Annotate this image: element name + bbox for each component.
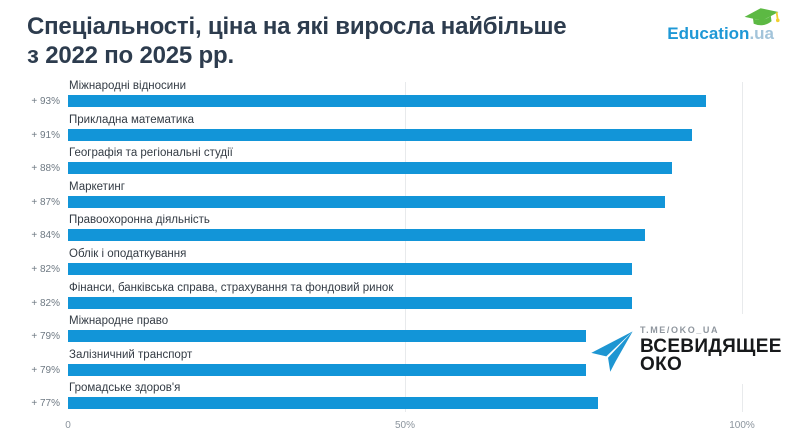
watermark-name-line1: ВСЕВИДЯЩЕЕ [640,335,782,357]
education-ua-logo: Education.ua [667,8,780,44]
bar-value-label: + 93% [31,96,60,107]
bar-row: + 77% Громадське здоров'я [31,382,742,416]
page-title: Спеціальності, ціна на які виросла найбі… [27,12,567,70]
bar-row: + 79% Міжнародне право [31,315,742,349]
bar-row: + 91% Прикладна математика [31,113,742,148]
bar-row: + 93% Міжнародні відносини [31,80,742,114]
page-title-line2: з 2022 по 2025 рр. [27,42,234,69]
bar-value-label: + 82% [31,263,60,275]
bar [68,397,598,410]
bar-value-label: + 82% [31,297,60,309]
bar [68,330,612,343]
watermark-name-line2: ОКО [640,353,683,375]
watermark-oko: T.ME/OKO_UA ВСЕВИДЯЩЕЕ ОКО [586,314,794,384]
bar-category-label: Громадське здоров'я [69,382,181,395]
bar-value-label: + 91% [31,129,60,141]
bar-category-label: Облік і оподаткування [69,247,187,260]
graduation-cap-icon [744,8,780,26]
bar-chart: + 93% Міжнародні відносини + 91% Прикладна … [31,80,755,434]
bar-category-label: Географія та регіональні студії [69,147,233,160]
bar-value-label: + 84% [31,230,60,242]
gridline-50 [405,82,406,412]
bar-row: + 82% Фінанси, банківська справа, страхув… [31,281,742,316]
bar [68,363,612,376]
bar-category-label: Залізничний транспорт [69,348,193,361]
bar-category-label: Прикладна математика [69,113,195,126]
bar-value-label: + 88% [31,163,60,175]
bar-value-label: + 77% [31,398,60,410]
bar [68,229,646,242]
page-title-line1: Спеціальності, ціна на які виросла найбі… [27,13,567,40]
bar [68,128,693,141]
bar-value-label: + 79% [31,364,60,376]
bar-category-label: Міжнародне право [69,315,169,328]
bar-category-label: Правоохоронна діяльність [69,214,210,227]
x-axis-tick: 0 [65,419,71,431]
watermark-handle: T.ME/OKO_UA [640,324,720,335]
bar-row: + 87% Маркетинг [31,180,742,215]
gridline-100 [742,82,743,412]
bar [68,195,666,208]
bar-value-label: + 79% [31,331,60,343]
x-axis: 0 50% 100% [65,419,755,434]
bar-category-label: Фінанси, банківська справа, страхування … [69,281,394,294]
bar [68,162,673,175]
chart-plot-area: + 93% Міжнародні відносини + 91% Прикладна … [31,80,743,416]
x-axis-tick: 100% [729,419,755,431]
bar [68,262,632,275]
bar [68,296,632,309]
bar-row: + 84% Правоохоронна діяльність [31,214,742,248]
bar-row: + 88% Географія та регіональні студії [31,147,742,181]
logo-brand-text: Education [667,24,750,43]
paper-plane-icon [591,331,633,372]
bar [68,95,706,107]
bar-value-label: + 87% [31,196,60,208]
logo-tld-text: .ua [749,24,774,43]
watermark-text: T.ME/OKO_UA ВСЕВИДЯЩЕЕ ОКО [640,325,782,374]
bar-row: + 82% Облік і оподаткування [31,247,742,282]
bar-category-label: Маркетинг [69,180,125,193]
x-axis-tick: 50% [394,419,416,431]
bar-category-label: Міжнародні відносини [69,80,186,92]
bar-row: + 79% Залізничний транспорт [31,348,742,383]
